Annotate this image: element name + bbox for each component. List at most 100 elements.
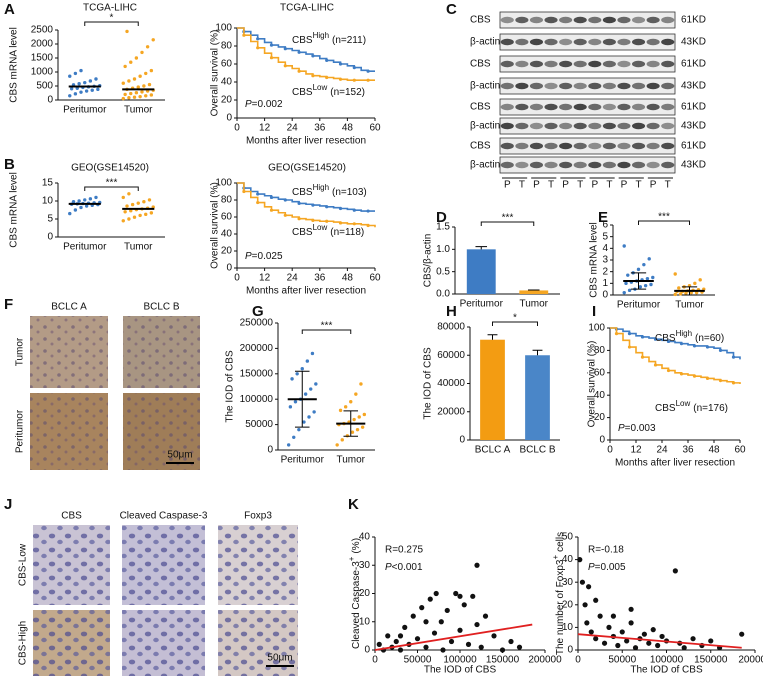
blot-band xyxy=(515,122,529,130)
significance-bracket xyxy=(638,220,690,225)
blot-protein-label: CBS xyxy=(470,102,491,113)
blot-band xyxy=(617,82,631,90)
legend-label-part: CBS xyxy=(292,87,313,98)
chart-title: GEO(GSE14520) xyxy=(268,163,346,174)
data-point xyxy=(397,647,404,653)
y-tick-label: 100000 xyxy=(240,394,274,405)
blot-band xyxy=(544,82,558,90)
censor-mark xyxy=(297,201,301,205)
y-tick-label: 40 xyxy=(562,554,574,565)
y-tick-label: 20 xyxy=(221,246,233,257)
y-tick-label: 60 xyxy=(221,59,233,70)
data-point xyxy=(360,425,365,429)
p-value: P=0.003 xyxy=(618,423,656,434)
data-point xyxy=(393,638,399,645)
legend-label: CBSHigh (n=60) xyxy=(655,329,724,344)
legend-label-part: High xyxy=(313,31,329,40)
significance-bracket xyxy=(480,221,535,226)
data-point xyxy=(84,89,89,93)
y-axis-label: Overall survival (%) xyxy=(210,30,221,117)
blot-band xyxy=(573,60,587,68)
data-point xyxy=(453,590,459,597)
ihc-texture xyxy=(122,525,205,605)
panel-letter: C xyxy=(446,1,457,18)
blot-band xyxy=(500,103,514,111)
image-row-label: Peritumor xyxy=(15,409,26,453)
data-point xyxy=(94,77,98,81)
blot-strip xyxy=(499,33,676,51)
survival-curve xyxy=(237,27,375,72)
data-point xyxy=(655,642,661,649)
data-point xyxy=(673,292,677,297)
blot-band xyxy=(500,38,514,46)
chart-title: TCGA-LIHC xyxy=(83,3,137,14)
data-point xyxy=(73,92,78,96)
censor-mark xyxy=(283,213,287,217)
blot-band xyxy=(588,161,602,169)
blot-band xyxy=(617,103,631,111)
censor-mark xyxy=(338,62,343,66)
blot-strip xyxy=(499,98,676,116)
x-tick-label: 36 xyxy=(682,445,694,456)
y-axis-label: The IOD of CBS xyxy=(423,347,434,420)
y-tick-label: 20 xyxy=(359,588,371,599)
lane-label: P xyxy=(533,180,540,191)
censor-mark xyxy=(311,54,315,58)
blot-band xyxy=(631,161,646,169)
x-tick-label: 100000 xyxy=(650,655,684,666)
data-point xyxy=(610,613,617,619)
y-tick-label: 5 xyxy=(602,231,608,242)
data-point xyxy=(286,443,291,447)
data-point xyxy=(127,217,131,221)
significance-bracket xyxy=(301,329,352,334)
y-tick-label: 50000 xyxy=(245,419,273,430)
blot-size-label: 61KD xyxy=(681,59,706,70)
data-point xyxy=(690,636,696,642)
data-point xyxy=(350,430,355,434)
censor-mark xyxy=(283,47,287,51)
censor-mark xyxy=(653,337,658,341)
blot-band xyxy=(529,122,544,130)
x-tick-label: 48 xyxy=(708,445,720,456)
survival-curve xyxy=(237,182,375,212)
p-value-part: =0.025 xyxy=(252,251,283,262)
p-value-part: P xyxy=(588,562,595,573)
censor-mark xyxy=(325,58,329,63)
sd-whisker xyxy=(681,286,698,296)
data-point xyxy=(144,71,148,76)
legend-label: CBSLow (n=152) xyxy=(292,83,365,98)
y-axis-label: The IOD of CBS xyxy=(225,350,236,423)
data-point xyxy=(588,629,594,635)
data-point xyxy=(121,195,125,200)
data-point xyxy=(69,87,74,91)
y-tick-label: 100 xyxy=(215,23,232,34)
blot-band xyxy=(631,103,646,111)
data-point xyxy=(147,82,152,87)
x-tick-label: 50000 xyxy=(404,655,432,666)
data-point xyxy=(68,211,72,216)
data-point xyxy=(423,619,429,625)
y-tick-label: 500 xyxy=(36,81,53,92)
data-point xyxy=(314,382,318,386)
x-tick-label: 60 xyxy=(734,445,746,456)
x-tick-label: 0 xyxy=(575,655,581,666)
blot-band xyxy=(500,122,514,130)
censor-mark xyxy=(679,372,684,376)
blot-band xyxy=(588,122,602,130)
y-axis-label-part: cells xyxy=(555,532,566,552)
censor-mark xyxy=(640,355,645,359)
blot-band xyxy=(544,142,558,150)
y-axis-label: CBS mRNA level xyxy=(9,172,20,248)
data-point xyxy=(125,29,129,34)
data-point xyxy=(461,602,467,608)
data-point xyxy=(499,647,506,653)
censor-mark xyxy=(731,381,736,385)
censor-mark xyxy=(352,208,356,212)
blot-band xyxy=(646,38,660,46)
blot-size-label: 43KD xyxy=(681,81,706,92)
blot-band xyxy=(617,122,631,130)
x-tick-label: Tumor xyxy=(519,299,548,310)
y-tick-label: 5 xyxy=(47,214,53,225)
data-point xyxy=(606,624,612,631)
data-point xyxy=(297,427,301,432)
